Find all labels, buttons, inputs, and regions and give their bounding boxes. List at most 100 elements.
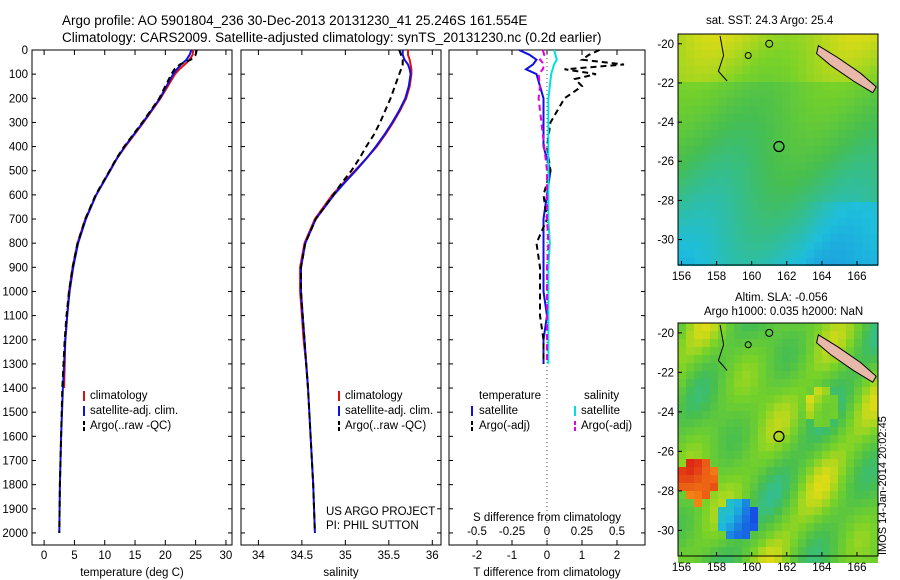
map-cell [766,419,774,427]
map-cell [838,435,846,443]
map-cell [766,82,774,90]
map-cell [838,122,846,130]
map-cell [854,114,862,122]
y-tick-label: 1500 [2,407,28,419]
map-cell [678,226,686,234]
map-cell [710,194,718,202]
map-cell [766,162,774,170]
map-cell [718,427,726,435]
map-cell [718,138,726,146]
map-cell [870,443,878,451]
map-cell [830,170,838,178]
map-cell [750,186,758,194]
map-cell [726,419,734,427]
legend-label: satellite [581,405,620,417]
map-cell [766,539,774,547]
map-cell [766,226,774,234]
map-cell [686,170,694,178]
map-cell [790,90,798,98]
map-cell [790,515,798,523]
map-cell [742,467,750,475]
series-line-3 [537,49,550,364]
map-cell [726,242,734,250]
map-cell [702,379,710,387]
map-cell [742,387,750,395]
map-cell [822,234,830,242]
map-cell [734,323,742,331]
map-cell [702,146,710,154]
map-cell [774,475,782,483]
map-cell [742,363,750,371]
map-cell [726,411,734,419]
map-cell [694,467,702,475]
map-cell [782,339,790,347]
map-cell [710,387,718,395]
map-cell [734,250,742,258]
map-cell [814,66,822,74]
map-cell [734,355,742,363]
map-cell [678,114,686,122]
map-cell [710,379,718,387]
map-cell [838,339,846,347]
map-cell [726,539,734,547]
map-cell [734,50,742,58]
map-cell [790,106,798,114]
map-cell [710,186,718,194]
map-cell [702,162,710,170]
map-cell [870,154,878,162]
map-cell [750,443,758,451]
map-cell [798,234,806,242]
map-cell [742,403,750,411]
map-cell [694,234,702,242]
map-cell [782,194,790,202]
map-cell [766,355,774,363]
map-cell [718,106,726,114]
map-cell [790,395,798,403]
map-cell [854,122,862,130]
map-cell [702,347,710,355]
map-cell [782,122,790,130]
map-cell [782,403,790,411]
profile-title: Argo profile: AO 5901804_236 30-Dec-2013… [62,13,528,28]
map-cell [694,66,702,74]
y-tick-label: 100 [9,69,28,81]
map-cell [838,459,846,467]
map-cell [718,547,726,555]
map-cell [862,523,870,531]
map-cell [806,347,814,355]
map-cell [702,130,710,138]
series-line-2 [547,49,558,364]
map-cell [862,170,870,178]
map-cell [766,106,774,114]
map-cell [758,483,766,491]
map-cell [870,467,878,475]
x-tick-label: 30 [220,550,233,562]
map-cell [838,210,846,218]
map-cell [694,74,702,82]
map-x-tick-label: 164 [812,271,832,283]
map-cell [782,523,790,531]
map-cell [854,427,862,435]
map-cell [742,323,750,331]
map-cell [806,82,814,90]
map-cell [838,42,846,50]
map-cell [830,403,838,411]
map-cell [750,138,758,146]
map-cell [702,202,710,210]
map-cell [814,555,822,563]
map-cell [806,258,814,266]
map-cell [766,178,774,186]
map-cell [862,475,870,483]
map-cell [790,66,798,74]
legend-label: Argo(..raw -QC) [90,420,171,432]
map-cell [686,106,694,114]
map-cell [806,467,814,475]
map-cell [750,42,758,50]
map-cell [726,347,734,355]
map-cell [870,138,878,146]
map-cell [710,170,718,178]
map-cell [774,58,782,66]
map-cell [734,66,742,74]
map-cell [846,162,854,170]
map-cell [870,483,878,491]
